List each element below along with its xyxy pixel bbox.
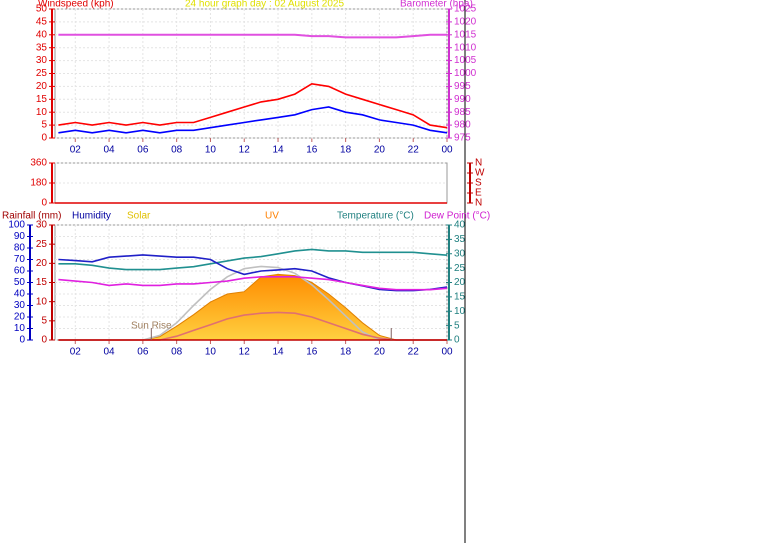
y-tick-label: 30 <box>454 248 466 259</box>
y-tick-label: 50 <box>14 277 26 288</box>
y-tick-label: 1010 <box>454 42 477 53</box>
y-tick-label: 35 <box>454 234 466 245</box>
uv-label: UV <box>265 211 279 222</box>
humidity-label: Humidity <box>72 211 111 222</box>
y-tick-label: 100 <box>8 220 25 231</box>
line <box>58 33 447 39</box>
x-tick-label: 20 <box>374 347 386 358</box>
line <box>58 254 448 292</box>
y-tick-label: 985 <box>454 107 471 118</box>
y-tick-label: 20 <box>14 312 26 323</box>
temperature-label: Temperature (°C) <box>337 211 414 222</box>
line <box>58 82 448 129</box>
x-tick-label: 18 <box>340 347 352 358</box>
x-tick-label: 12 <box>239 347 251 358</box>
annotation: Sun Rise <box>131 321 172 332</box>
y-tick-label: 15 <box>454 292 466 303</box>
y-tick-label: 60 <box>14 266 26 277</box>
y-tick-label: 0 <box>41 335 47 346</box>
x-tick-label: 14 <box>272 145 284 156</box>
x-tick-label: 04 <box>104 347 116 358</box>
y-tick-label: 990 <box>454 94 471 105</box>
solar-label: Solar <box>127 211 151 222</box>
x-tick-label: 02 <box>70 347 82 358</box>
x-tick-label: 02 <box>70 145 82 156</box>
y-tick-label: 50 <box>36 4 48 15</box>
y-tick-label: 40 <box>36 29 48 40</box>
y-tick-label: 10 <box>14 323 26 334</box>
y-tick-label: 1005 <box>454 55 477 66</box>
x-tick-label: 00 <box>441 347 453 358</box>
y-tick-label: 0 <box>19 335 25 346</box>
y-tick-label: 30 <box>36 220 48 231</box>
x-tick-label: 20 <box>374 145 386 156</box>
x-tick-label: 06 <box>137 145 149 156</box>
dewpoint-label: Dew Point (°C) <box>424 211 490 222</box>
y2-axis-label: Barometer (hpa) <box>400 0 473 10</box>
y-tick-label: 10 <box>36 107 48 118</box>
y-tick-label: 80 <box>14 243 26 254</box>
y-tick-label: 360 <box>30 158 47 169</box>
y-tick-label: 15 <box>36 277 48 288</box>
y-tick-label: 15 <box>36 94 48 105</box>
y-tick-label: 20 <box>36 258 48 269</box>
x-tick-label: 18 <box>340 145 352 156</box>
y-tick-label: 30 <box>14 300 26 311</box>
y-tick-label: 45 <box>36 17 48 28</box>
y-tick-label: 90 <box>14 231 26 242</box>
y-tick-label: 0 <box>41 198 47 209</box>
y-tick-label: E <box>475 188 482 199</box>
y-tick-label: 20 <box>36 81 48 92</box>
x-tick-label: 06 <box>137 347 149 358</box>
y-tick-label: 1000 <box>454 68 477 79</box>
y-tick-label: S <box>475 178 482 189</box>
x-tick-label: 08 <box>171 347 183 358</box>
y-tick-label: W <box>475 168 485 179</box>
y-tick-label: 980 <box>454 120 471 131</box>
y-tick-label: 40 <box>454 220 466 231</box>
y-tick-label: 0 <box>454 335 460 346</box>
y-tick-label: 40 <box>14 289 26 300</box>
y-tick-label: 5 <box>454 320 460 331</box>
x-tick-label: 08 <box>171 145 183 156</box>
chart-title: 24 hour graph day : 02 August 2025 <box>185 0 344 10</box>
y-tick-label: 20 <box>454 277 466 288</box>
y-tick-label: 995 <box>454 81 471 92</box>
y-tick-label: N <box>475 158 482 169</box>
y-tick-label: 30 <box>36 55 48 66</box>
y-tick-label: 1025 <box>454 4 477 15</box>
y-tick-label: 70 <box>14 254 26 265</box>
x-tick-label: 14 <box>272 347 284 358</box>
y-tick-label: 5 <box>41 120 47 131</box>
y-tick-label: 25 <box>36 239 48 250</box>
y-tick-label: 25 <box>36 68 48 79</box>
y-tick-label: 1020 <box>454 17 477 28</box>
x-tick-label: 04 <box>104 145 116 156</box>
x-tick-label: 22 <box>408 347 420 358</box>
y-tick-label: 10 <box>454 306 466 317</box>
y-tick-label: N <box>475 198 482 209</box>
y-tick-label: 5 <box>41 315 47 326</box>
x-tick-label: 16 <box>306 145 318 156</box>
y-tick-label: 1015 <box>454 29 477 40</box>
y-tick-label: 35 <box>36 42 48 53</box>
y-tick-label: 180 <box>30 178 47 189</box>
x-tick-label: 00 <box>441 145 453 156</box>
y-tick-label: 975 <box>454 133 471 144</box>
x-tick-label: 22 <box>408 145 420 156</box>
line <box>58 106 448 134</box>
rain-label: Rainfall (mm) <box>2 211 61 222</box>
line <box>58 248 448 271</box>
y-tick-label: 10 <box>36 296 48 307</box>
y-tick-label: 25 <box>454 263 466 274</box>
x-tick-label: 10 <box>205 347 217 358</box>
line <box>58 276 448 291</box>
x-tick-label: 10 <box>205 145 217 156</box>
y-tick-label: 0 <box>41 133 47 144</box>
x-tick-label: 12 <box>239 145 251 156</box>
x-tick-label: 16 <box>306 347 318 358</box>
y-axis-label: Windspeed (kph) <box>38 0 114 10</box>
